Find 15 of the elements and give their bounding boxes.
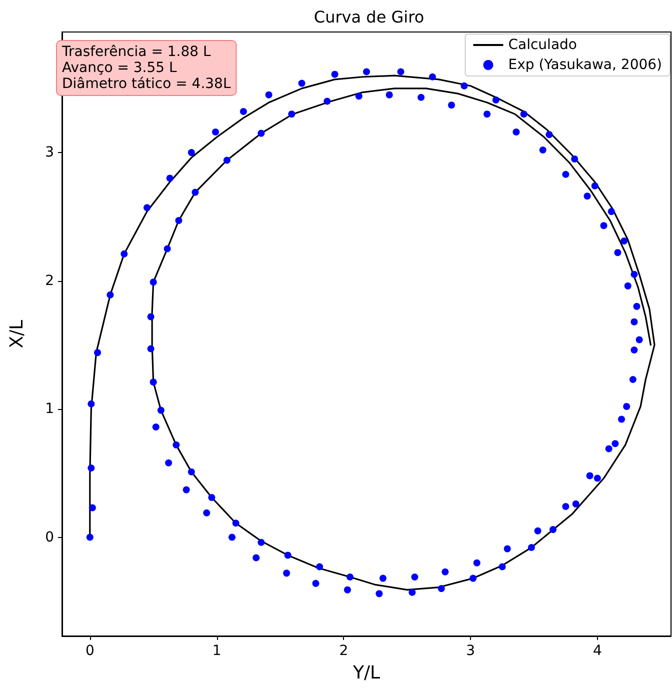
x-tick-label: 2: [339, 643, 348, 659]
chart-title: Curva de Giro: [314, 8, 424, 26]
legend-label: Exp (Yasukawa, 2006): [508, 57, 662, 73]
y-tick-label: 0: [45, 529, 54, 546]
x-tick-label: 4: [592, 643, 602, 659]
y-tick-label: 2: [45, 272, 54, 289]
legend-label: Calculado: [508, 37, 577, 53]
y-tick-label: 1: [45, 401, 54, 418]
x-tick-label: 3: [466, 643, 475, 659]
x-tick-label: 1: [212, 643, 222, 659]
x-tick-label: 0: [85, 643, 94, 659]
annotation: Trasferência = 1.88 L Avanço = 3.55 L Diâmetro tático = 4.38L: [61, 44, 231, 92]
y-axis-title: X/L: [6, 320, 28, 348]
y-tick-label: 3: [45, 144, 54, 161]
x-axis-title: Y/L: [352, 662, 380, 684]
